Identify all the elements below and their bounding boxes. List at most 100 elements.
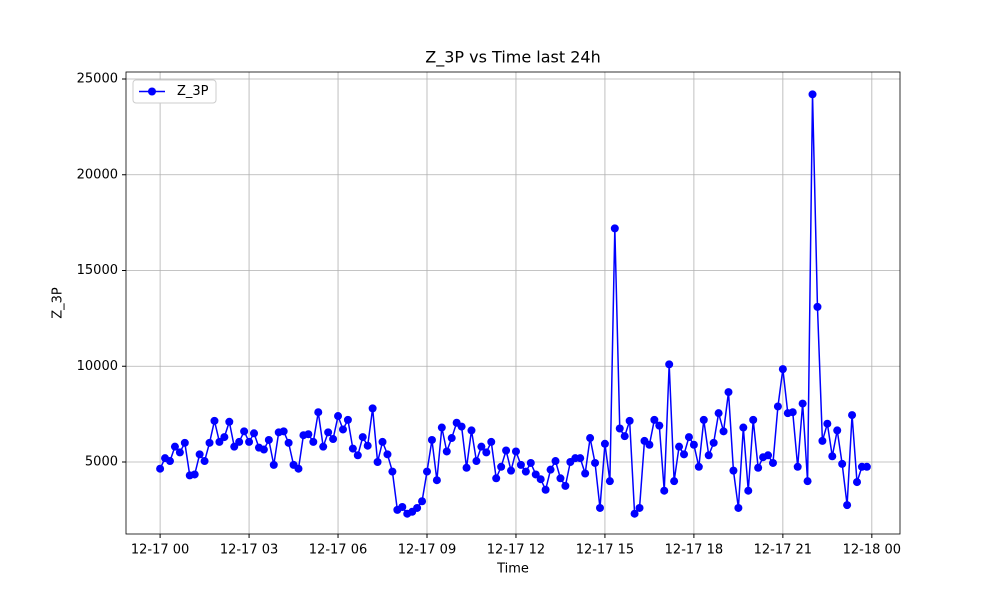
data-point xyxy=(576,454,585,463)
data-point xyxy=(808,90,817,99)
data-point xyxy=(353,451,362,460)
data-point xyxy=(773,402,782,411)
legend-box xyxy=(132,79,217,104)
legend-label: Z_3P xyxy=(177,84,209,99)
data-point xyxy=(200,457,209,466)
data-point xyxy=(818,436,827,445)
data-point xyxy=(467,426,476,435)
data-point xyxy=(833,426,842,435)
x-tick-label: 12-17 15 xyxy=(576,543,634,558)
data-point xyxy=(348,444,357,453)
data-point xyxy=(536,475,545,484)
data-point xyxy=(388,467,397,476)
data-point xyxy=(724,388,733,397)
data-point xyxy=(378,437,387,446)
data-point xyxy=(556,474,565,483)
data-point xyxy=(680,450,689,459)
data-point xyxy=(368,404,377,413)
data-point xyxy=(334,412,343,421)
data-point xyxy=(175,448,184,457)
data-point xyxy=(788,408,797,417)
data-point xyxy=(487,437,496,446)
data-point xyxy=(477,442,486,451)
data-point xyxy=(778,365,787,374)
data-point xyxy=(264,435,273,444)
data-point xyxy=(734,503,743,512)
y-tick-label: 10000 xyxy=(77,359,118,374)
data-point xyxy=(432,476,441,485)
y-tick-label: 20000 xyxy=(77,167,118,182)
data-point xyxy=(511,447,520,456)
data-point xyxy=(729,466,738,475)
data-point xyxy=(660,486,669,495)
data-point xyxy=(373,457,382,466)
data-point xyxy=(304,430,313,439)
data-point xyxy=(764,451,773,460)
data-point xyxy=(269,460,278,469)
data-point xyxy=(427,435,436,444)
data-point xyxy=(561,481,570,490)
data-point xyxy=(358,433,367,442)
data-point xyxy=(210,416,219,425)
data-point xyxy=(675,442,684,451)
data-point xyxy=(165,457,174,466)
data-point xyxy=(546,465,555,474)
x-tick-label: 12-17 00 xyxy=(131,543,189,558)
data-point xyxy=(284,438,293,447)
data-point xyxy=(754,463,763,472)
data-point xyxy=(462,463,471,472)
data-point xyxy=(250,429,259,438)
data-point xyxy=(798,399,807,408)
data-point xyxy=(630,509,639,518)
data-point xyxy=(225,417,234,426)
data-point xyxy=(704,451,713,460)
data-point xyxy=(853,478,861,487)
data-point xyxy=(418,497,427,506)
data-point xyxy=(309,437,318,446)
data-point xyxy=(413,503,422,512)
y-axis-label: Z_3P xyxy=(51,287,66,319)
data-point xyxy=(739,423,748,432)
data-point xyxy=(324,428,333,437)
data-point xyxy=(714,409,723,418)
data-point xyxy=(848,411,857,420)
data-point xyxy=(625,416,634,425)
data-point xyxy=(398,502,407,511)
data-point xyxy=(279,427,288,436)
data-point xyxy=(862,462,871,471)
data-point xyxy=(343,415,352,424)
data-point xyxy=(655,421,664,430)
data-point xyxy=(586,434,595,443)
data-point xyxy=(170,442,179,451)
data-point xyxy=(595,503,604,512)
data-point xyxy=(699,415,708,424)
data-point xyxy=(482,448,491,457)
data-point xyxy=(581,469,590,478)
x-tick-label: 12-17 12 xyxy=(487,543,545,558)
data-point xyxy=(600,439,609,448)
chart-title: Z_3P vs Time last 24h xyxy=(425,48,600,68)
x-axis-label: Time xyxy=(496,562,529,577)
data-point xyxy=(793,462,802,471)
data-point xyxy=(838,459,847,468)
data-point xyxy=(205,438,214,447)
x-tick-label: 12-18 00 xyxy=(843,543,901,558)
data-point xyxy=(694,462,703,471)
data-point xyxy=(521,467,530,476)
data-point xyxy=(526,458,535,467)
data-point xyxy=(709,438,718,447)
x-tick-label: 12-17 06 xyxy=(309,543,367,558)
data-point xyxy=(472,457,481,466)
data-point xyxy=(437,423,446,432)
data-point xyxy=(689,440,698,449)
data-point xyxy=(605,477,614,486)
data-point xyxy=(215,437,224,446)
data-point xyxy=(813,302,822,311)
data-point xyxy=(497,462,506,471)
data-point xyxy=(442,447,451,456)
data-point xyxy=(423,467,431,476)
data-point xyxy=(383,450,392,459)
data-point xyxy=(240,427,249,436)
data-point xyxy=(502,446,511,455)
